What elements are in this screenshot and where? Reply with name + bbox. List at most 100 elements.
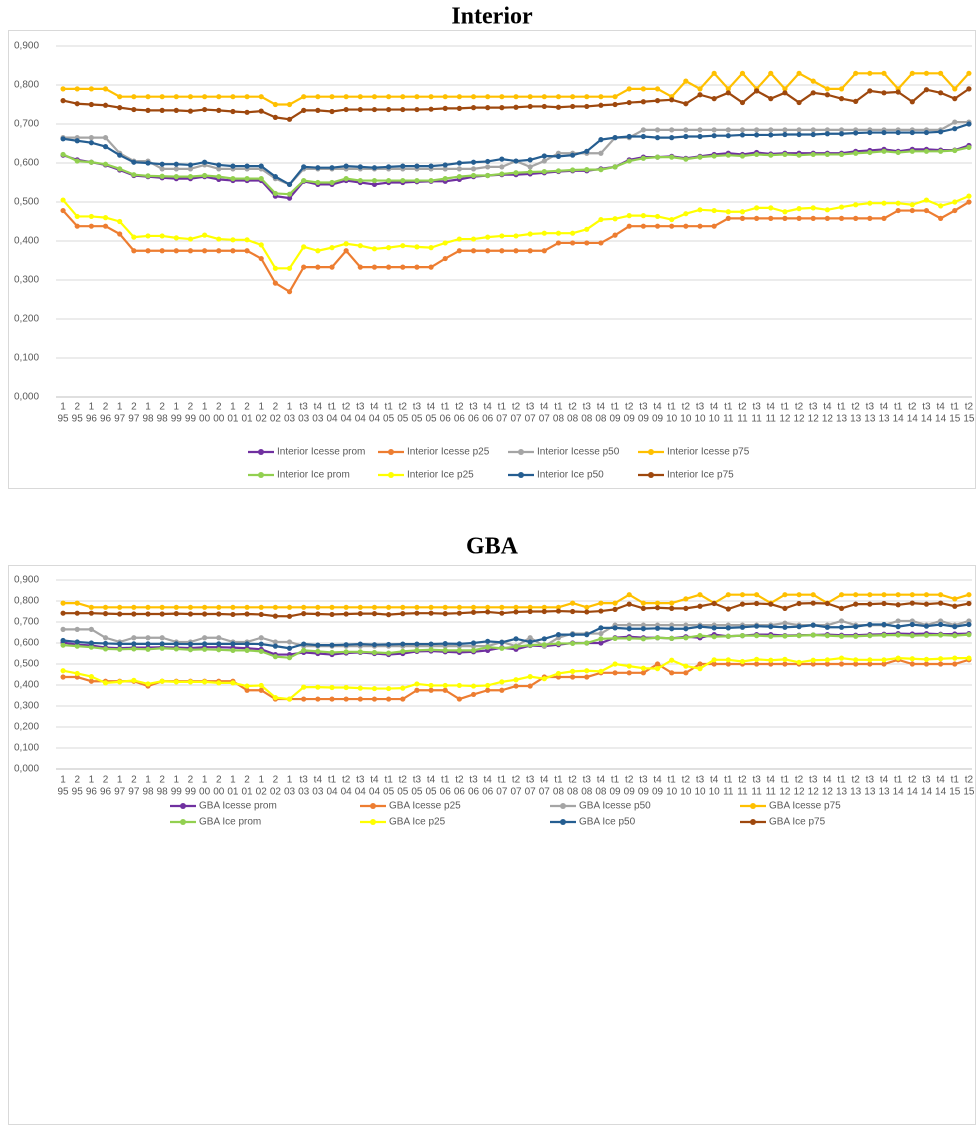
data-point	[428, 641, 434, 647]
data-point	[442, 604, 448, 610]
data-point	[371, 94, 378, 100]
data-point	[202, 172, 208, 179]
x-tick-label: t2	[568, 402, 577, 413]
data-point	[612, 661, 618, 667]
data-point	[145, 173, 151, 179]
x-tick-label: t4	[823, 402, 832, 413]
data-point	[909, 592, 915, 598]
data-point	[357, 264, 363, 270]
data-point	[938, 618, 944, 624]
x-tick-label: 05	[411, 787, 423, 798]
data-point	[570, 600, 576, 606]
data-point	[357, 243, 363, 249]
x-tick-label: t2	[795, 402, 804, 413]
x-tick-label: t2	[965, 775, 974, 786]
legend-marker	[370, 819, 376, 825]
y-tick-label: 0,400	[14, 236, 39, 247]
data-point	[853, 661, 859, 667]
data-point	[598, 668, 604, 674]
data-point	[739, 153, 746, 159]
data-point	[499, 604, 505, 610]
data-point	[697, 633, 703, 639]
data-point	[117, 231, 123, 237]
data-point	[202, 641, 208, 647]
data-point	[272, 280, 278, 286]
data-point	[400, 177, 406, 184]
data-point	[754, 600, 760, 607]
data-point	[286, 195, 293, 201]
data-point	[739, 132, 746, 138]
data-point	[938, 203, 944, 209]
x-tick-label: t3	[696, 402, 705, 413]
data-point	[725, 606, 731, 612]
data-point	[796, 99, 802, 106]
series-line	[63, 72, 970, 106]
data-point	[895, 89, 901, 95]
data-point	[386, 685, 392, 692]
data-point	[371, 246, 378, 252]
data-point	[386, 696, 392, 702]
data-point	[371, 181, 378, 188]
data-point	[697, 207, 703, 213]
x-tick-label: 98	[142, 414, 154, 425]
x-tick-label: 14	[921, 787, 933, 798]
data-point	[230, 248, 236, 254]
legend-label: GBA Icesse p50	[579, 801, 651, 812]
data-point	[527, 683, 533, 689]
data-point	[74, 138, 80, 144]
data-point	[386, 612, 392, 618]
data-point	[881, 200, 887, 206]
data-point	[754, 623, 760, 629]
x-tick-label: 15	[963, 414, 975, 425]
data-point	[909, 99, 915, 105]
data-point	[584, 240, 590, 246]
data-point	[386, 106, 392, 113]
data-point	[230, 611, 236, 618]
data-point	[725, 657, 731, 663]
data-point	[202, 248, 208, 254]
data-point	[315, 165, 321, 171]
x-tick-label: 06	[440, 787, 452, 798]
data-point	[683, 605, 689, 611]
data-point	[739, 127, 746, 133]
data-point	[456, 604, 462, 610]
data-point	[272, 613, 278, 619]
data-point	[838, 605, 845, 611]
y-tick-label: 0,200	[14, 314, 39, 325]
data-point	[541, 158, 547, 164]
x-tick-label: t3	[300, 775, 309, 786]
data-point	[782, 620, 788, 626]
data-point	[456, 248, 462, 254]
data-point	[824, 661, 830, 667]
data-point	[938, 656, 944, 662]
legend-marker	[560, 803, 566, 809]
x-tick-label: t4	[540, 775, 549, 786]
data-point	[343, 248, 349, 254]
y-tick-label: 0,400	[14, 680, 39, 691]
data-point	[810, 632, 816, 638]
data-point	[357, 685, 363, 691]
data-point	[541, 604, 547, 610]
data-point	[909, 207, 915, 214]
data-point	[230, 176, 236, 182]
x-tick-label: t2	[512, 775, 521, 786]
x-tick-label: 13	[878, 414, 890, 425]
x-tick-label: t3	[639, 775, 648, 786]
x-tick-label: 07	[539, 787, 551, 798]
data-point	[711, 127, 717, 133]
data-point	[442, 647, 448, 653]
data-point	[371, 696, 378, 702]
data-point	[909, 618, 915, 624]
data-point	[371, 604, 378, 610]
data-point	[357, 177, 363, 184]
x-tick-label: 11	[723, 787, 734, 798]
data-point	[570, 94, 576, 100]
data-point	[598, 608, 604, 614]
data-point	[584, 167, 590, 173]
data-point	[386, 94, 392, 100]
data-point	[654, 154, 661, 160]
x-tick-label: 1	[174, 402, 180, 413]
x-tick-label: t3	[639, 402, 648, 413]
x-tick-label: t3	[809, 402, 818, 413]
data-point	[966, 86, 972, 92]
